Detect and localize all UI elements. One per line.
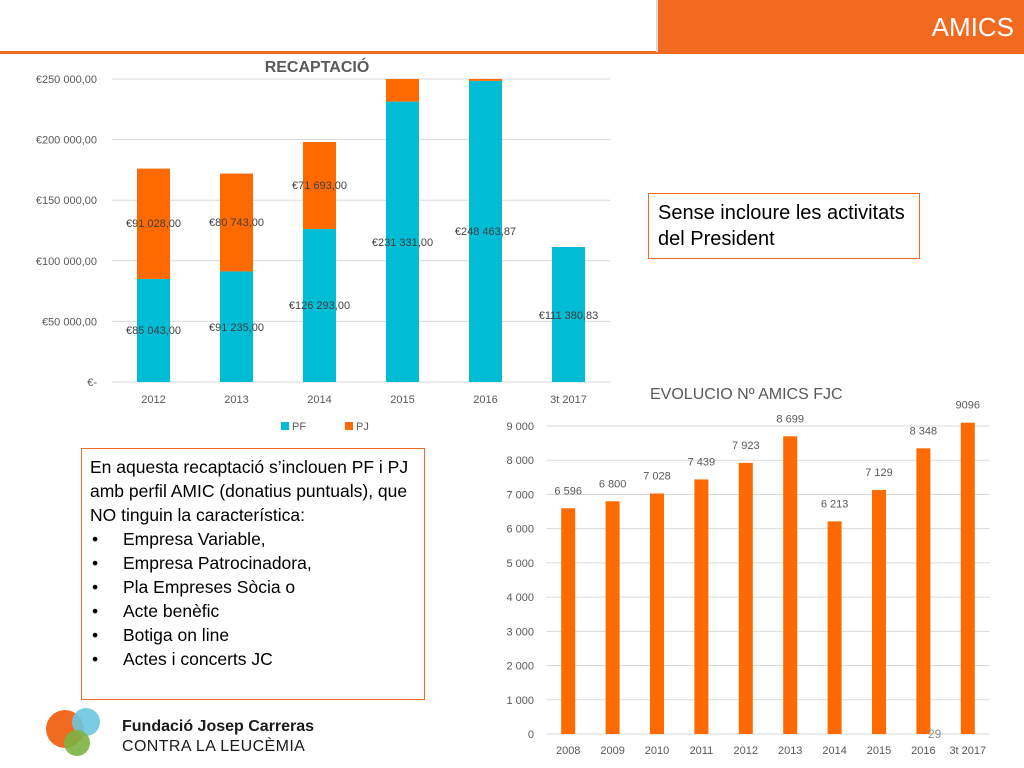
data-label: 6 596: [554, 485, 582, 497]
data-label: 7 923: [732, 440, 760, 452]
bar-amics: [827, 521, 842, 734]
data-label-pf: €231 331,00: [372, 237, 433, 249]
x-tick-label: 2012: [141, 394, 165, 406]
legend-swatch-pj: [345, 422, 353, 430]
y-tick-label: 7 000: [506, 489, 534, 501]
data-label-pj: €71 693,00: [292, 180, 347, 192]
y-tick-label: 2 000: [506, 661, 534, 673]
data-label: 8 699: [776, 413, 804, 425]
bar-amics: [650, 493, 664, 734]
x-tick-label: 3t 2017: [949, 745, 986, 757]
list-item: • Pla Empreses Sòcia o: [92, 577, 296, 597]
y-tick-label: €100 000,00: [36, 256, 97, 268]
bar-pf: [552, 247, 585, 382]
bar-amics: [561, 508, 576, 734]
data-label: 7 439: [688, 456, 716, 468]
note-box: Sense incloure les activitats del Presid…: [648, 193, 920, 259]
x-tick-label: 2008: [556, 745, 580, 757]
exclusion-list: • Empresa Variable, • Empresa Patrocinador…: [90, 527, 416, 671]
data-label: 7 028: [643, 470, 671, 482]
page-title: AMICS: [931, 12, 1014, 42]
bar-pf: [137, 278, 170, 382]
y-tick-label: 6 000: [506, 524, 534, 536]
list-item: • Acte benèfic: [92, 601, 220, 621]
y-tick-label: 4 000: [506, 592, 534, 604]
header-accent-line: [0, 51, 1024, 54]
x-tick-label: 2011: [690, 745, 714, 757]
y-tick-label: €50 000,00: [42, 316, 97, 328]
x-tick-label: 2009: [600, 745, 624, 757]
data-label: 7 129: [865, 467, 893, 479]
data-label-pj: €80 743,00: [209, 217, 264, 229]
bar-pf: [386, 101, 419, 382]
recaptacio-chart: RECAPTACIÓ €85 043,00 €91 028,00 €91 235,0…: [36, 57, 610, 433]
bar-pj: [469, 79, 502, 81]
list-item: • Actes i concerts JC: [92, 649, 273, 669]
chart-title: EVOLUCIO Nº AMICS FJC: [650, 386, 843, 403]
y-tick-label: 1 000: [506, 695, 534, 707]
bar-pj: [386, 79, 419, 102]
data-label: 6 213: [821, 498, 849, 510]
data-label: 9096: [956, 400, 980, 412]
x-tick-label: 2015: [390, 394, 414, 406]
bar-pj: [137, 168, 170, 279]
y-tick-label: 8 000: [506, 455, 534, 467]
bar-pj: [220, 173, 253, 272]
bar-amics: [872, 490, 886, 734]
x-tick-label: 3t 2017: [550, 394, 587, 406]
data-label: 8 348: [910, 425, 938, 437]
y-tick-label: €250 000,00: [36, 74, 97, 86]
y-tick-label: 0: [528, 729, 534, 741]
y-tick-label: €150 000,00: [36, 195, 97, 207]
bar-amics: [960, 422, 975, 734]
x-tick-label: 2015: [867, 745, 891, 757]
x-tick-label: 2010: [645, 745, 669, 757]
y-tick-label: 3 000: [506, 626, 534, 638]
x-tick-label: 2016: [473, 394, 497, 406]
y-tick-label: €-: [87, 377, 97, 389]
legend-label: PJ: [356, 421, 369, 433]
data-label-pf: €111 380,83: [539, 310, 599, 322]
x-tick-label: 2016: [911, 745, 935, 757]
bar-pf: [469, 80, 502, 382]
data-label-pf: €126 293,00: [289, 300, 350, 312]
bar-amics: [783, 436, 798, 734]
bar-amics: [694, 479, 709, 734]
bar-pf: [220, 271, 253, 382]
y-tick-label: 5 000: [506, 558, 534, 570]
description-intro: En aquesta recaptació s’inclouen PF i PJ…: [90, 457, 409, 525]
x-tick-label: 2013: [778, 745, 802, 757]
legend-label: PF: [292, 421, 306, 433]
description-box: En aquesta recaptació s’inclouen PF i PJ…: [81, 448, 425, 700]
y-tick-label: 9 000: [506, 421, 534, 433]
data-label-pf: €85 043,00: [126, 325, 181, 337]
data-label: 6 800: [599, 478, 627, 490]
bar-amics: [916, 448, 931, 734]
x-tick-label: 2012: [734, 745, 758, 757]
org-name: Fundació Josep Carreras: [122, 718, 315, 735]
foundation-logo-icon: [46, 708, 106, 756]
bar-amics: [605, 501, 620, 734]
page-number: 29: [928, 727, 942, 741]
list-item: • Empresa Patrocinadora,: [92, 553, 312, 573]
header-title-box: AMICS: [656, 0, 1024, 52]
bar-amics: [738, 462, 753, 734]
y-tick-label: €200 000,00: [36, 135, 97, 147]
chart-title: RECAPTACIÓ: [265, 57, 370, 76]
org-subtitle: CONTRA LA LEUCÈMIA: [122, 738, 306, 755]
bar-pj: [303, 142, 336, 229]
x-tick-label: 2014: [822, 745, 846, 757]
list-item: • Botiga on line: [92, 625, 230, 645]
data-label-pf: €91 235,00: [209, 322, 264, 334]
list-item: • Empresa Variable,: [92, 529, 266, 549]
legend-swatch-pf: [281, 422, 289, 430]
x-tick-label: 2013: [224, 394, 248, 406]
data-label-pf: €248 463,87: [455, 226, 516, 238]
bar-pf: [303, 228, 336, 382]
x-tick-label: 2014: [307, 394, 331, 406]
data-label-pj: €91 028,00: [126, 218, 181, 230]
